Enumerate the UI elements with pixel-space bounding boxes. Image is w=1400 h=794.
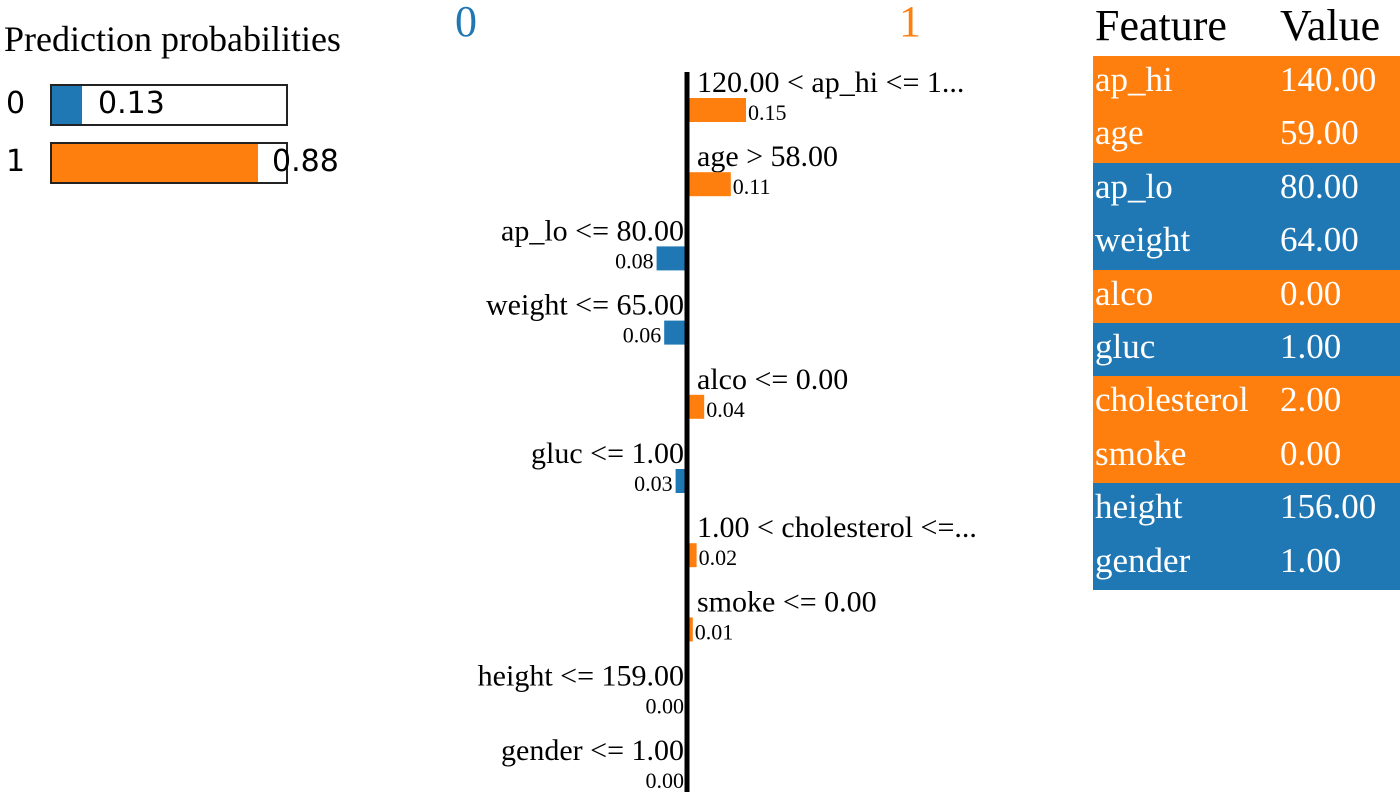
contribution-value-label: 0.01 <box>695 619 734 644</box>
contribution-value-label: 0.00 <box>646 768 685 793</box>
probability-value-class-1: 0.88 <box>272 144 339 179</box>
contribution-value-label: 0.00 <box>646 694 685 719</box>
table-row: cholesterol 2.00 <box>1093 376 1400 430</box>
feature-condition-label: weight <= 65.00 <box>486 289 684 322</box>
table-row: weight 64.00 <box>1093 216 1400 270</box>
feature-value-cell: 59.00 <box>1280 113 1359 153</box>
class-1-header: 1 <box>899 0 921 46</box>
feature-condition-label: smoke <= 0.00 <box>697 585 877 618</box>
contribution-bar <box>656 246 687 271</box>
probability-bar-fill-class-1 <box>52 144 258 182</box>
feature-condition-label: gluc <= 1.00 <box>531 437 684 470</box>
probability-class-label: 0 <box>6 86 26 121</box>
table-header: Feature Value <box>1093 0 1400 56</box>
contribution-bar <box>689 543 697 568</box>
contribution-bar <box>675 469 687 493</box>
feature-name-cell: weight <box>1095 220 1191 260</box>
contribution-value-label: 0.08 <box>615 248 654 273</box>
feature-value-cell: 0.00 <box>1280 273 1342 313</box>
table-row: gluc 1.00 <box>1093 322 1400 377</box>
contribution-bar <box>664 320 687 345</box>
feature-name-cell: gender <box>1095 540 1191 580</box>
probability-row-class-0: 0 0.13 <box>6 84 356 128</box>
value-column-header: Value <box>1280 1 1381 50</box>
feature-value-cell: 1.00 <box>1280 540 1342 580</box>
feature-column-header: Feature <box>1095 1 1227 50</box>
table-row: ap_lo 80.00 <box>1093 162 1400 217</box>
feature-name-cell: age <box>1095 113 1144 153</box>
probability-bar-track <box>50 142 288 184</box>
table-body: ap_hi 140.00 age 59.00 ap_lo 80.00 weight 64.00… <box>1093 56 1400 590</box>
feature-value-cell: 156.00 <box>1280 487 1377 527</box>
contribution-value-label: 0.03 <box>634 471 673 496</box>
contribution-value-label: 0.11 <box>733 174 771 199</box>
feature-condition-label: alco <= 0.00 <box>697 363 848 396</box>
contribution-value-label: 0.06 <box>623 323 662 348</box>
class-0-header: 0 <box>455 0 477 46</box>
feature-contribution-chart: 0 1 120.00 < ap_hi <= 1...0.15 age > 58.0… <box>455 0 977 793</box>
table-row: gender 1.00 <box>1093 536 1400 590</box>
probability-bar-fill-class-0 <box>52 86 82 124</box>
table-row: height 156.00 <box>1093 483 1400 537</box>
table-row: alco 0.00 <box>1093 269 1400 323</box>
feature-value-table: Feature Value ap_hi 140.00 age 59.00 ap_lo 80… <box>1093 0 1400 590</box>
feature-condition-label: 120.00 < ap_hi <= 1... <box>697 66 964 99</box>
probability-bar-track <box>50 84 288 126</box>
table-row: ap_hi 140.00 <box>1093 56 1400 110</box>
feature-value-cell: 80.00 <box>1280 166 1359 206</box>
feature-name-cell: height <box>1095 487 1183 527</box>
feature-name-cell: alco <box>1095 273 1154 313</box>
table-row: age 59.00 <box>1093 109 1400 163</box>
contribution-bar <box>689 172 731 197</box>
contribution-bar <box>689 394 705 419</box>
contribution-bar <box>689 617 693 642</box>
feature-value-cell: 64.00 <box>1280 220 1359 260</box>
feature-value-cell: 140.00 <box>1280 60 1377 99</box>
feature-condition-label: gender <= 1.00 <box>501 734 684 767</box>
feature-name-cell: gluc <box>1095 326 1156 366</box>
contribution-bars: 120.00 < ap_hi <= 1...0.15 age > 58.000.1… <box>478 66 977 793</box>
feature-condition-label: ap_lo <= 80.00 <box>501 214 684 247</box>
contribution-value-label: 0.15 <box>748 100 787 125</box>
probability-row-class-1: 1 0.88 <box>6 142 356 186</box>
probability-value-class-0: 0.13 <box>98 86 165 121</box>
feature-name-cell: smoke <box>1095 433 1187 473</box>
feature-condition-label: height <= 159.00 <box>478 660 684 693</box>
contribution-bar <box>689 98 746 122</box>
contribution-value-label: 0.02 <box>699 545 738 570</box>
table-row: smoke 0.00 <box>1093 429 1400 484</box>
feature-name-cell: ap_lo <box>1095 166 1173 206</box>
feature-condition-label: 1.00 < cholesterol <=... <box>697 511 977 544</box>
feature-name-cell: ap_hi <box>1095 60 1173 99</box>
feature-value-cell: 1.00 <box>1280 326 1342 366</box>
feature-value-cell: 0.00 <box>1280 433 1342 473</box>
prediction-probabilities-title: Prediction probabilities <box>4 19 341 59</box>
contribution-value-label: 0.04 <box>706 397 745 422</box>
feature-name-cell: cholesterol <box>1095 380 1249 420</box>
feature-value-cell: 2.00 <box>1280 380 1342 420</box>
probability-class-label: 1 <box>6 144 26 179</box>
feature-condition-label: age > 58.00 <box>697 140 838 173</box>
